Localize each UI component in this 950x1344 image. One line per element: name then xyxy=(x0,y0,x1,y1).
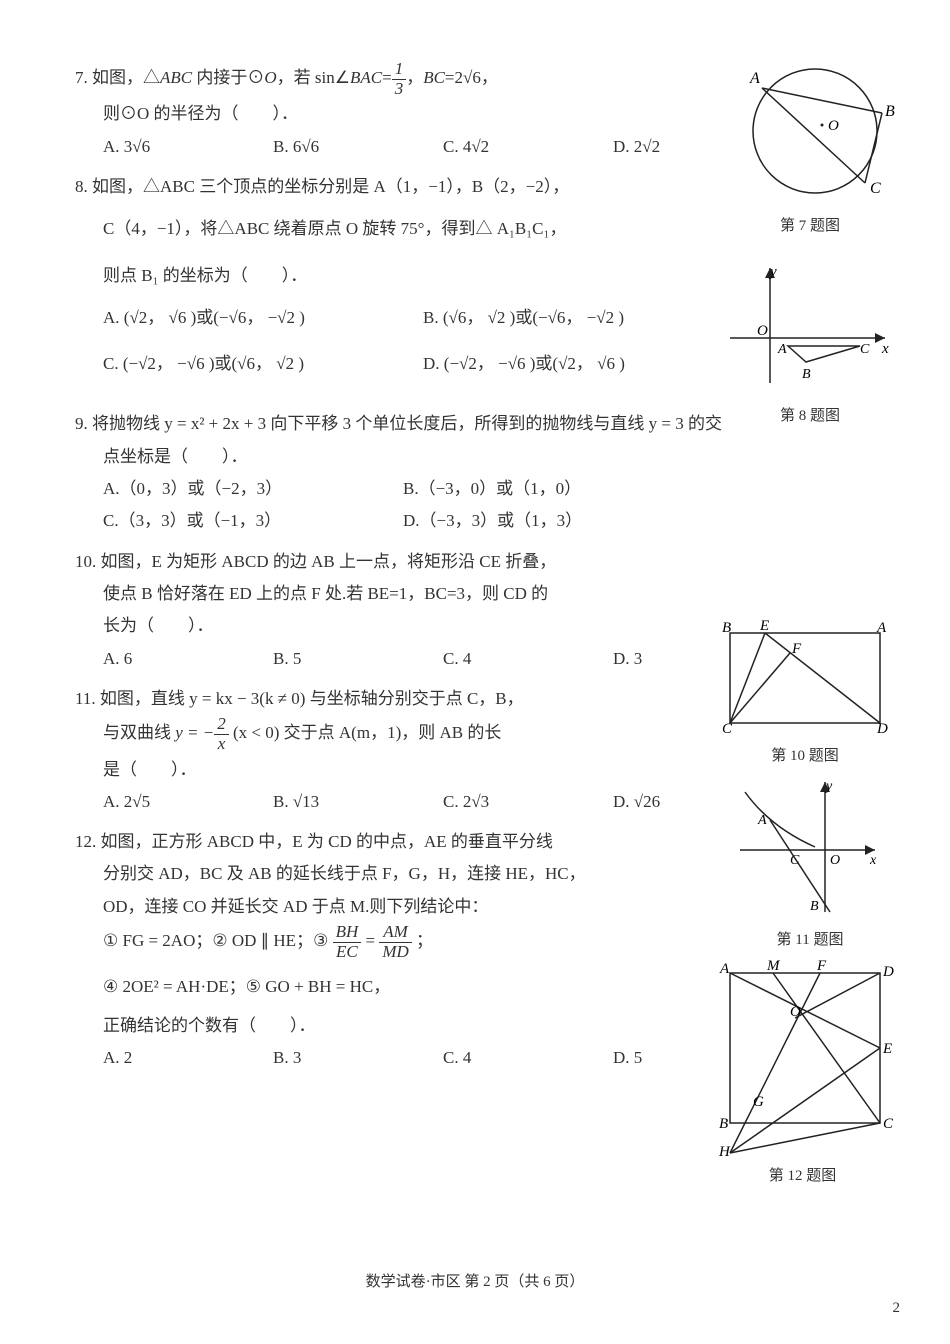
figure-8-caption: 第 8 题图 xyxy=(720,402,900,431)
svg-text:y: y xyxy=(824,779,833,794)
figure-12-caption: 第 12 题图 xyxy=(705,1162,900,1191)
svg-text:A: A xyxy=(876,620,887,636)
q9-options: A.（0，3）或（−2，3） B.（−3，0）或（1，0） C.（3，3）或（−… xyxy=(75,473,895,538)
svg-text:A: A xyxy=(719,961,730,977)
q10-optB: B. 5 xyxy=(273,643,403,675)
svg-text:C: C xyxy=(883,1116,894,1132)
page-footer: 数学试卷·市区 第 2 页（共 6 页） xyxy=(0,1268,950,1297)
svg-text:C: C xyxy=(860,342,870,357)
svg-text:D: D xyxy=(882,964,894,980)
figure-10-caption: 第 10 题图 xyxy=(710,742,900,771)
figure-11: O y x A C B 第 11 题图 xyxy=(730,772,890,955)
q9-optB: B.（−3，0）或（1，0） xyxy=(403,473,581,505)
svg-text:C: C xyxy=(722,721,733,737)
page-number: 2 xyxy=(893,1294,901,1323)
q11-optB: B. √13 xyxy=(273,786,403,818)
figure-7: O A B C 第 7 题图 xyxy=(720,58,900,241)
svg-text:C: C xyxy=(870,180,881,197)
svg-text:E: E xyxy=(882,1041,892,1057)
figure-10: B E A C D F 第 10 题图 xyxy=(710,618,900,771)
figure-12: A M F D E C B H G O 第 12 题图 xyxy=(705,958,900,1191)
q10-line2: 使点 B 恰好落在 ED 上的点 F 处.若 BE=1，BC=3，则 CD 的 xyxy=(75,578,895,610)
q7-optB: B. 6√6 xyxy=(273,131,403,163)
svg-text:O: O xyxy=(828,118,839,134)
svg-text:B: B xyxy=(719,1116,728,1132)
q11-optD: D. √26 xyxy=(613,786,660,818)
svg-text:O: O xyxy=(790,1004,801,1020)
svg-text:x: x xyxy=(881,341,889,357)
svg-text:A: A xyxy=(749,70,760,87)
svg-text:B: B xyxy=(885,103,895,120)
svg-text:y: y xyxy=(768,264,777,280)
q12-optB: B. 3 xyxy=(273,1042,403,1074)
figure-7-caption: 第 7 题图 xyxy=(720,212,900,241)
q10-optA: A. 6 xyxy=(103,643,233,675)
q9-optA: A.（0，3）或（−2，3） xyxy=(103,473,363,505)
svg-text:A: A xyxy=(777,342,787,357)
svg-text:F: F xyxy=(791,641,802,657)
svg-text:F: F xyxy=(816,958,827,974)
q9-optD: D.（−3，3）或（1，3） xyxy=(403,505,582,537)
svg-text:B: B xyxy=(810,899,819,914)
svg-text:G: G xyxy=(753,1094,764,1110)
q7-optD: D. 2√2 xyxy=(613,131,660,163)
q8-optA: A. (√2， √6 )或(−√6， −√2 ) xyxy=(103,302,383,334)
q8-optD: D. (−√2， −√6 )或(√2， √6 ) xyxy=(423,348,625,380)
q12-optD: D. 5 xyxy=(613,1042,642,1074)
q7-optC: C. 4√2 xyxy=(443,131,573,163)
svg-text:H: H xyxy=(718,1144,731,1158)
svg-text:O: O xyxy=(830,853,840,868)
q11-optC: C. 2√3 xyxy=(443,786,573,818)
q8-optB: B. (√6， √2 )或(−√6， −√2 ) xyxy=(423,302,624,334)
figure-8: O y x A B C 第 8 题图 xyxy=(720,258,900,431)
svg-text:D: D xyxy=(876,721,888,737)
figure-11-caption: 第 11 题图 xyxy=(730,926,890,955)
svg-text:E: E xyxy=(759,618,769,634)
svg-text:B: B xyxy=(722,620,731,636)
svg-text:O: O xyxy=(757,323,768,339)
q9-line2: 点坐标是（ ）． xyxy=(75,441,895,473)
svg-text:x: x xyxy=(869,853,877,868)
svg-text:A: A xyxy=(757,813,767,828)
q7-optA: A. 3√6 xyxy=(103,131,233,163)
q10-optC: C. 4 xyxy=(443,643,573,675)
q10-optD: D. 3 xyxy=(613,643,642,675)
q8-optC: C. (−√2， −√6 )或(√6， √2 ) xyxy=(103,348,383,380)
svg-text:B: B xyxy=(802,367,811,382)
q11-optA: A. 2√5 xyxy=(103,786,233,818)
q12-optA: A. 2 xyxy=(103,1042,233,1074)
q10-line1: 10. 如图，E 为矩形 ABCD 的边 AB 上一点，将矩形沿 CE 折叠， xyxy=(75,546,895,578)
q7-line1: 7. 如图，△ABC 内接于⊙O，若 sin∠BAC=13，BC=2√6， xyxy=(75,68,498,87)
q12-optC: C. 4 xyxy=(443,1042,573,1074)
svg-text:C: C xyxy=(790,853,800,868)
q9-optC: C.（3，3）或（−1，3） xyxy=(103,505,363,537)
svg-text:M: M xyxy=(766,958,781,974)
